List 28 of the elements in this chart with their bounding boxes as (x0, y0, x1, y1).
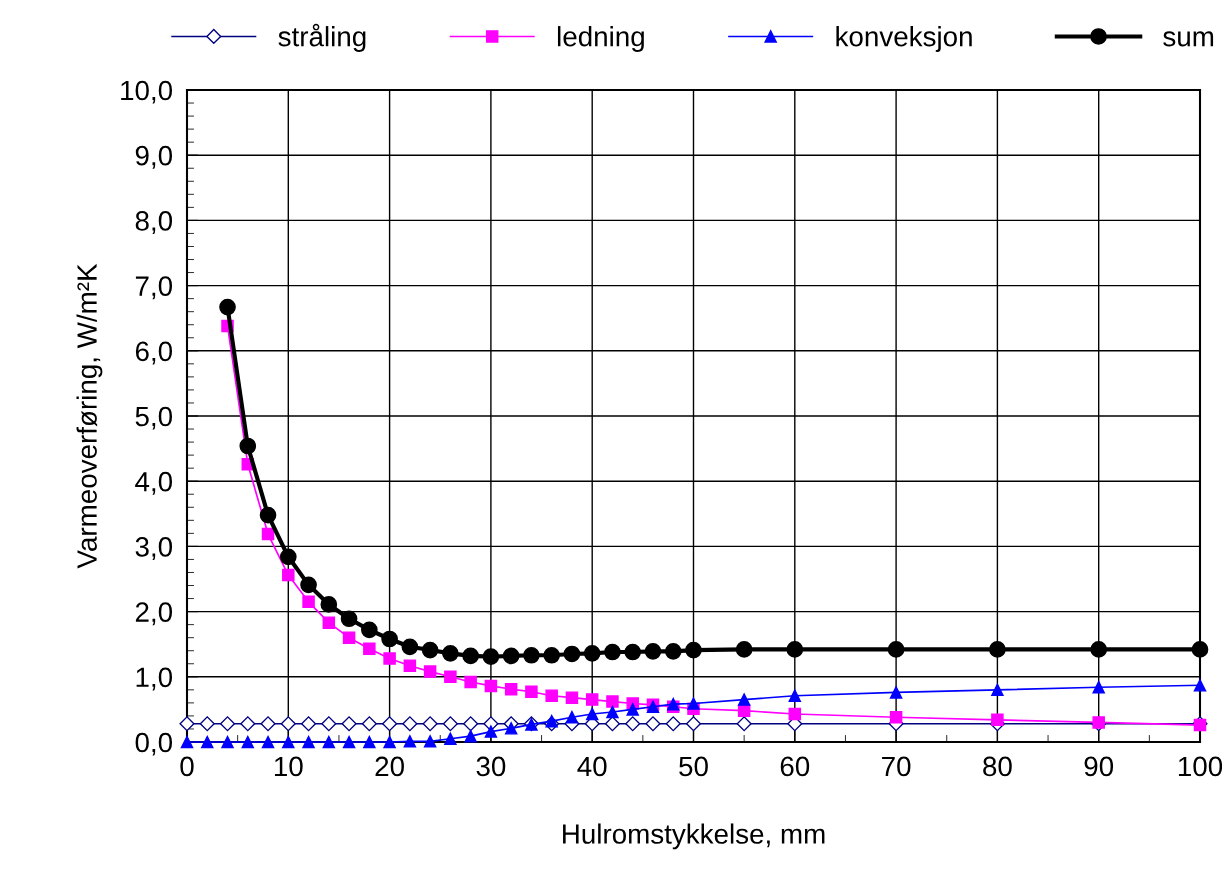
x-tick-label: 30 (476, 756, 506, 777)
x-tick-label: 0 (180, 756, 194, 777)
x-tick-label: 10 (274, 756, 303, 777)
legend-label: konveksjon (836, 26, 972, 52)
x-tick-label: 70 (882, 756, 911, 777)
x-axis-title: Hulromstykkelse, mm (563, 823, 825, 850)
y-tick-label: 2,0 (135, 602, 173, 626)
x-tick-label: 80 (983, 756, 1012, 777)
x-tick-label: 40 (577, 756, 607, 777)
x-tick-label: 20 (375, 756, 404, 777)
y-tick-label: 5,0 (135, 406, 173, 430)
legend-label: ledning (557, 26, 644, 52)
y-tick-label: 6,0 (135, 341, 173, 365)
legend-label: sum (1163, 31, 1214, 47)
y-tick-label: 4,0 (135, 471, 173, 495)
legend-label: stråling (278, 23, 366, 52)
y-axis-title: Varmeoverføring, W/m²K (76, 263, 103, 569)
y-tick-label: 8,0 (135, 211, 173, 235)
y-tick-label: 0,0 (135, 732, 173, 756)
x-tick-label: 50 (679, 756, 708, 777)
y-tick-label: 9,0 (135, 145, 173, 169)
y-tick-label: 3,0 (135, 537, 173, 561)
x-tick-label: 60 (780, 756, 810, 777)
y-tick-label: 10,0 (121, 80, 173, 104)
x-tick-label: 100 (1178, 756, 1222, 777)
y-tick-label: 7,0 (135, 276, 173, 300)
y-tick-label: 1,0 (136, 667, 173, 691)
x-tick-label: 90 (1084, 756, 1114, 777)
